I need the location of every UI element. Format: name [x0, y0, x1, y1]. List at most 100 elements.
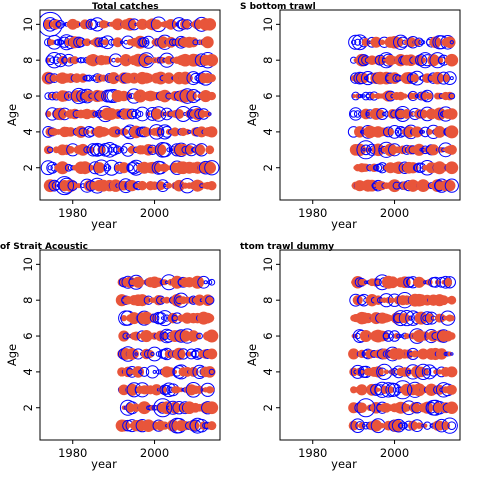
positive-residual-bubble	[126, 383, 139, 396]
positive-residual-bubble	[359, 330, 372, 343]
x-tick-label: 2000	[140, 446, 169, 460]
negative-residual-bubble	[349, 107, 363, 121]
positive-residual-bubble	[151, 19, 162, 30]
positive-residual-bubble	[205, 145, 215, 155]
positive-residual-bubble	[173, 179, 185, 192]
negative-residual-bubble	[40, 11, 63, 37]
panel-title: ttom trawl dummy	[240, 242, 334, 252]
positive-residual-bubble	[207, 180, 217, 191]
positive-residual-bubble	[376, 387, 381, 392]
positive-residual-bubble	[402, 93, 408, 99]
x-tick-label: 2000	[140, 206, 169, 220]
positive-residual-bubble	[125, 402, 135, 413]
positive-residual-bubble	[74, 125, 87, 138]
positive-residual-bubble	[69, 128, 77, 136]
positive-residual-bubble	[156, 181, 166, 191]
positive-residual-bubble	[193, 332, 202, 340]
negative-residual-bubble	[397, 422, 404, 429]
positive-residual-bubble	[406, 145, 416, 155]
negative-residual-bubble	[107, 166, 112, 170]
positive-residual-bubble	[396, 91, 406, 101]
positive-residual-bubble	[399, 313, 410, 324]
positive-residual-bubble	[178, 111, 184, 117]
positive-residual-bubble	[123, 129, 129, 135]
positive-residual-bubble	[206, 348, 218, 360]
positive-residual-bubble	[177, 350, 185, 358]
negative-residual-bubble	[349, 110, 358, 118]
y-tick-label: 10	[261, 257, 275, 272]
y-axis-label: Age	[5, 104, 19, 126]
positive-residual-bubble	[101, 20, 110, 28]
chart-panel-4: ttom trawl dummy 1980 2000 2 4 6 8 10 year Age	[240, 242, 461, 471]
x-axis-label: year	[331, 217, 357, 231]
y-tick-label: 6	[21, 332, 35, 339]
bubble-layer	[347, 34, 459, 193]
panel-title: of Strait Acoustic	[0, 242, 88, 252]
positive-residual-bubble	[118, 180, 129, 191]
y-tick-label: 4	[261, 128, 275, 135]
y-tick-label: 8	[21, 57, 35, 64]
negative-residual-bubble	[412, 163, 422, 172]
negative-residual-bubble	[415, 54, 428, 67]
positive-residual-bubble	[156, 36, 169, 49]
positive-residual-bubble	[388, 72, 401, 84]
positive-residual-bubble	[371, 143, 385, 157]
x-axis-label: year	[331, 457, 357, 471]
negative-residual-bubble	[160, 331, 169, 341]
positive-residual-bubble	[160, 421, 169, 430]
x-tick-label: 1980	[298, 446, 327, 460]
positive-residual-bubble	[70, 56, 79, 65]
positive-residual-bubble	[448, 332, 456, 340]
positive-residual-bubble	[201, 294, 214, 306]
negative-residual-bubble	[93, 159, 110, 176]
negative-residual-bubble	[388, 330, 401, 342]
positive-residual-bubble	[161, 279, 168, 286]
positive-residual-bubble	[146, 111, 151, 117]
positive-residual-bubble	[445, 91, 455, 101]
positive-residual-bubble	[445, 53, 459, 67]
negative-residual-bubble	[398, 421, 407, 430]
positive-residual-bubble	[137, 401, 151, 415]
negative-residual-bubble	[120, 146, 128, 154]
negative-residual-bubble	[360, 144, 372, 156]
positive-residual-bubble	[207, 73, 216, 83]
positive-residual-bubble	[206, 38, 214, 46]
negative-residual-bubble	[47, 146, 54, 154]
bubble-layer	[40, 11, 220, 196]
positive-residual-bubble	[207, 91, 217, 101]
positive-residual-bubble	[435, 348, 448, 360]
positive-residual-bubble	[402, 403, 411, 412]
positive-residual-bubble	[165, 110, 172, 118]
positive-residual-bubble	[413, 38, 422, 47]
negative-residual-bubble	[366, 112, 370, 116]
positive-residual-bubble	[389, 297, 396, 303]
y-tick-label: 2	[261, 404, 275, 411]
positive-residual-bubble	[427, 144, 439, 156]
positive-residual-bubble	[425, 92, 433, 100]
y-axis-label: Age	[245, 344, 259, 366]
negative-residual-bubble	[356, 140, 376, 160]
positive-residual-bubble	[162, 91, 172, 101]
positive-residual-bubble	[169, 401, 181, 414]
positive-residual-bubble	[411, 74, 419, 83]
positive-residual-bubble	[66, 146, 75, 154]
positive-residual-bubble	[383, 369, 389, 375]
positive-residual-bubble	[375, 109, 385, 119]
negative-residual-bubble	[387, 125, 402, 139]
positive-residual-bubble	[434, 420, 445, 431]
positive-residual-bubble	[155, 144, 167, 156]
positive-residual-bubble	[193, 144, 206, 156]
negative-residual-bubble	[441, 417, 458, 434]
positive-residual-bubble	[436, 369, 443, 375]
positive-residual-bubble	[369, 163, 379, 173]
chart-panel-1: Total catches 1980 2000 2 4 6 8 10 year Age	[5, 2, 221, 231]
y-axis-label: Age	[5, 344, 19, 366]
positive-residual-bubble	[421, 401, 434, 414]
negative-residual-bubble	[103, 164, 112, 172]
chart-panel-3: of Strait Acoustic 1980 2000 2 4 6 8 10 year Age	[0, 242, 221, 471]
negative-residual-bubble	[354, 38, 362, 46]
positive-residual-bubble	[206, 126, 218, 138]
negative-residual-bubble	[447, 421, 457, 430]
positive-residual-bubble	[207, 20, 217, 29]
positive-residual-bubble	[420, 180, 431, 191]
